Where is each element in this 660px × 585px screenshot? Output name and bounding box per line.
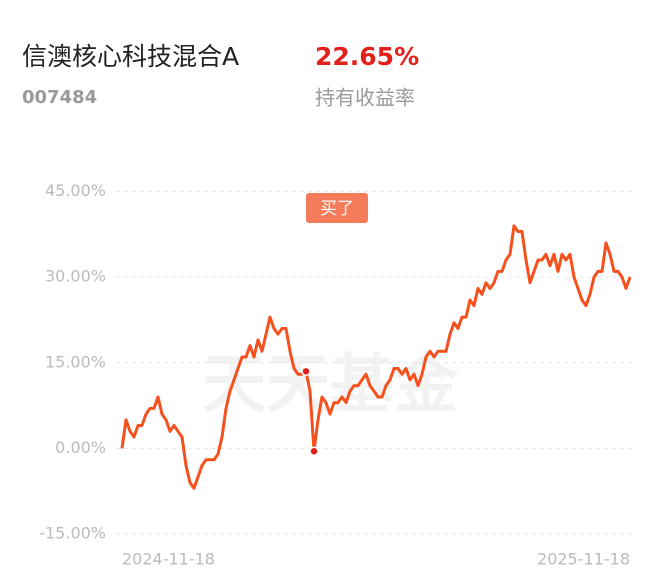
line (120, 224, 632, 490)
fund-title: 信澳核心科技混合A (22, 42, 239, 71)
fund-code: 007484 (22, 87, 97, 108)
x-tick-label: 2025-11-18 (537, 550, 630, 569)
y-tick-label: 0.00% (55, 438, 106, 457)
buy-point (301, 366, 311, 377)
y-tick-label: -15.00% (39, 524, 106, 543)
y-tick-label: 15.00% (45, 352, 106, 371)
buy-point (309, 446, 319, 456)
return-label: 持有收益率 (315, 86, 415, 110)
y-tick-label: 45.00% (45, 181, 106, 200)
x-tick-label: 2024-11-18 (122, 550, 215, 569)
y-tick-label: 30.00% (45, 267, 106, 286)
buy-tag (306, 193, 368, 223)
return-value: 22.65% (315, 42, 419, 71)
buy-label: 买了 (320, 199, 354, 219)
